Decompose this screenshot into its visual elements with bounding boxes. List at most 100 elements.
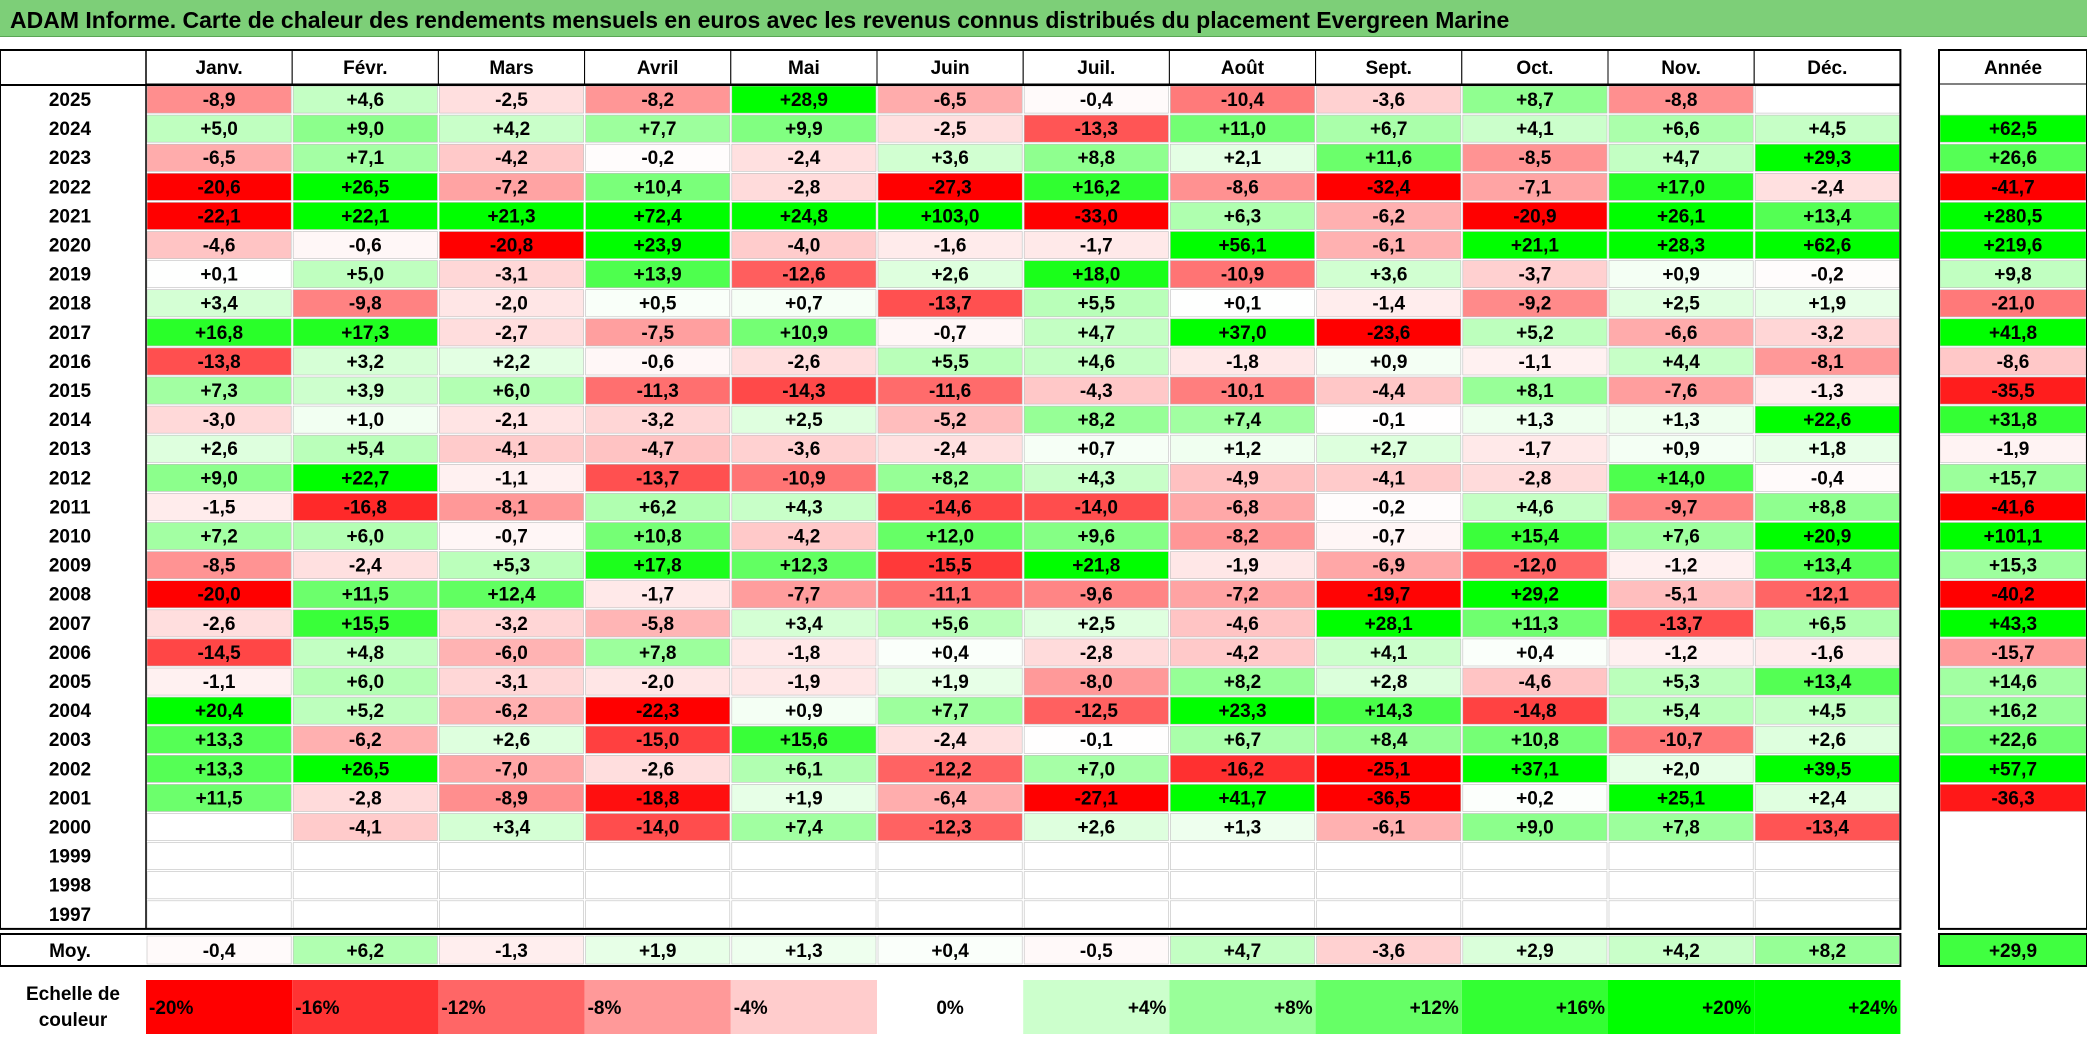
heatmap-cell bbox=[146, 289, 292, 318]
heatmap-cell bbox=[585, 871, 731, 900]
cell-value: -2,4 bbox=[1811, 177, 1844, 198]
heatmap-cell bbox=[1608, 260, 1754, 289]
heatmap-cell bbox=[1462, 405, 1608, 434]
heatmap-cell bbox=[1608, 784, 1754, 812]
heatmap-cell bbox=[292, 114, 438, 143]
cell-value: -22,1 bbox=[197, 206, 241, 227]
heatmap-cell bbox=[292, 522, 438, 550]
cell-value: -7,2 bbox=[1226, 585, 1259, 606]
cell-value: +22,7 bbox=[341, 468, 389, 489]
heatmap-cell bbox=[585, 667, 731, 696]
heatmap-cell bbox=[1316, 85, 1462, 114]
heatmap-cell bbox=[1170, 143, 1315, 172]
heatmap-cell bbox=[1462, 900, 1608, 929]
heatmap-cell bbox=[1023, 813, 1169, 841]
heatmap-cell bbox=[439, 143, 584, 172]
heatmap-cell bbox=[146, 202, 292, 230]
scale-swatch bbox=[1754, 980, 1901, 1034]
cell-value: +6,6 bbox=[1662, 119, 1700, 140]
scale-swatch bbox=[1023, 980, 1170, 1034]
heatmap-cell bbox=[292, 376, 438, 405]
cell-value: -4,4 bbox=[1372, 381, 1405, 402]
cell-value: +7,2 bbox=[200, 527, 238, 548]
cell-value: -8,8 bbox=[1665, 90, 1698, 111]
cell-value: -9,8 bbox=[349, 294, 382, 315]
heatmap-cell bbox=[439, 871, 584, 900]
heatmap-cell bbox=[1170, 551, 1315, 579]
annual-value: +43,3 bbox=[1989, 614, 2037, 635]
heatmap-cell bbox=[292, 696, 438, 725]
heatmap-cell bbox=[1462, 784, 1608, 812]
annual-value: -35,5 bbox=[1991, 381, 2035, 402]
scale-tick-label: +16% bbox=[1556, 998, 1605, 1019]
chart-title: ADAM Informe. Carte de chaleur des rende… bbox=[0, 0, 2087, 37]
heatmap-cell bbox=[146, 725, 292, 754]
average-value: +6,2 bbox=[347, 941, 385, 962]
cell-value: -12,1 bbox=[1806, 585, 1850, 606]
cell-value: -0,7 bbox=[934, 323, 967, 344]
heatmap-cell bbox=[1316, 114, 1462, 143]
cell-value: +4,6 bbox=[347, 90, 385, 111]
month-header-label: Mars bbox=[489, 58, 533, 79]
heatmap-cell bbox=[1754, 202, 1900, 230]
cell-value: -4,1 bbox=[349, 818, 382, 839]
cell-value: +0,9 bbox=[1370, 352, 1408, 373]
cell-value: +56,1 bbox=[1218, 236, 1267, 257]
heatmap-cell bbox=[731, 871, 877, 900]
cell-value: +11,6 bbox=[1365, 148, 1412, 169]
heatmap-cell bbox=[1754, 347, 1900, 376]
cell-value: -22,3 bbox=[636, 701, 679, 722]
annual-value: +26,6 bbox=[1989, 148, 2037, 169]
heatmap-cell bbox=[1170, 463, 1315, 492]
heatmap-cell bbox=[585, 143, 731, 172]
cell-value: -11,3 bbox=[637, 381, 679, 402]
cell-value: +2,6 bbox=[1809, 730, 1847, 751]
heatmap-cell bbox=[146, 784, 292, 812]
cell-value: -14,0 bbox=[636, 818, 679, 839]
cell-value: -23,6 bbox=[1367, 323, 1410, 344]
heatmap-cell bbox=[1754, 580, 1900, 609]
heatmap-cell bbox=[292, 493, 438, 521]
cell-value: +11,5 bbox=[196, 788, 243, 809]
cell-value: +6,0 bbox=[347, 527, 385, 548]
heatmap-cell bbox=[1462, 347, 1608, 376]
cell-value: +5,3 bbox=[493, 556, 531, 577]
annual-value: +15,7 bbox=[1989, 468, 2037, 489]
annual-cell bbox=[1939, 173, 2087, 201]
year-label: 2014 bbox=[49, 410, 92, 431]
heatmap-cell bbox=[439, 813, 584, 841]
year-label: 2003 bbox=[49, 730, 91, 751]
annual-value: +22,6 bbox=[1989, 730, 2037, 751]
cell-value: -8,5 bbox=[203, 556, 236, 577]
average-value: -3,6 bbox=[1372, 941, 1405, 962]
heatmap-cell bbox=[585, 434, 731, 463]
cell-value: +4,5 bbox=[1809, 119, 1847, 140]
heatmap-cell bbox=[439, 202, 584, 230]
cell-value: +2,4 bbox=[1809, 788, 1847, 809]
year-label: 2006 bbox=[49, 643, 91, 664]
heatmap-cell bbox=[146, 696, 292, 725]
heatmap-cell bbox=[1316, 202, 1462, 230]
cell-value: +0,9 bbox=[1662, 265, 1700, 286]
cell-value: -5,1 bbox=[1665, 585, 1698, 606]
heatmap-cell bbox=[1462, 871, 1608, 900]
annual-cell bbox=[1940, 842, 2086, 870]
annual-cell bbox=[1940, 813, 2086, 841]
cell-value: -9,2 bbox=[1519, 294, 1552, 315]
heatmap-cell bbox=[146, 114, 292, 143]
average-value: +4,7 bbox=[1224, 941, 1262, 962]
heatmap-cell bbox=[439, 173, 584, 201]
annual-value: +280,5 bbox=[1984, 206, 2043, 227]
cell-value: +0,7 bbox=[1078, 439, 1116, 460]
annual-cell bbox=[1939, 202, 2087, 230]
cell-value: +9,0 bbox=[347, 119, 385, 140]
cell-value: +2,2 bbox=[493, 352, 531, 373]
heatmap-cell bbox=[1316, 551, 1462, 579]
cell-value: +0,1 bbox=[1224, 294, 1262, 315]
cell-value: -4,6 bbox=[1519, 672, 1552, 693]
cell-value: -12,0 bbox=[1513, 556, 1556, 577]
annual-cell bbox=[1939, 318, 2087, 347]
cell-value: +17,0 bbox=[1657, 177, 1705, 198]
heatmap-cell bbox=[731, 376, 877, 405]
